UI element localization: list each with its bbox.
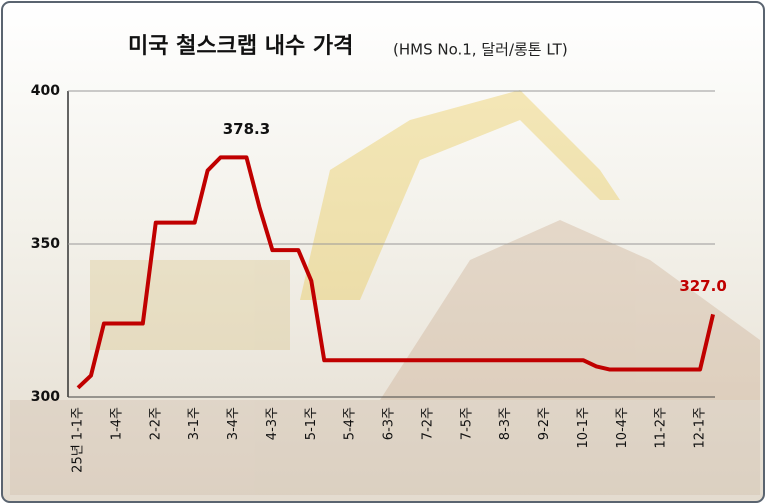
x-tick-label: 11-2주 — [654, 407, 669, 449]
x-tick-label: 2-2주 — [148, 407, 163, 440]
x-tick-label: 8-3주 — [498, 407, 513, 440]
x-tick-label: 7-5주 — [459, 407, 474, 440]
data-line — [76, 155, 715, 390]
y-tick-label: 350 — [31, 236, 60, 252]
x-tick-label: 10-1주 — [576, 407, 591, 449]
x-tick-label: 5-4주 — [343, 407, 358, 440]
background-photo — [10, 90, 760, 495]
x-tick-label: 25년 1-1주 — [71, 407, 86, 473]
x-tick-label: 12-1주 — [693, 407, 708, 449]
value-label: 378.3 — [223, 120, 270, 138]
x-tick-label: 5-1주 — [304, 407, 319, 440]
x-tick-label: 10-4주 — [615, 407, 630, 449]
y-tick-label: 300 — [31, 389, 60, 405]
end-value-label: 327.0 — [679, 277, 726, 295]
x-tick-label: 3-1주 — [187, 407, 202, 440]
chart-title: 미국 철스크랩 내수 가격 — [128, 34, 353, 59]
x-tick-label: 1-4주 — [109, 407, 124, 440]
y-tick-label: 400 — [31, 83, 60, 99]
x-tick-label: 6-3주 — [382, 407, 397, 440]
x-tick-label: 3-4주 — [226, 407, 241, 440]
x-tick-label: 7-2주 — [420, 407, 435, 440]
x-tick-label: 4-3주 — [265, 407, 280, 440]
x-tick-label: 9-2주 — [537, 407, 552, 440]
chart-subtitle: (HMS No.1, 달러/롱톤 LT) — [393, 41, 568, 59]
